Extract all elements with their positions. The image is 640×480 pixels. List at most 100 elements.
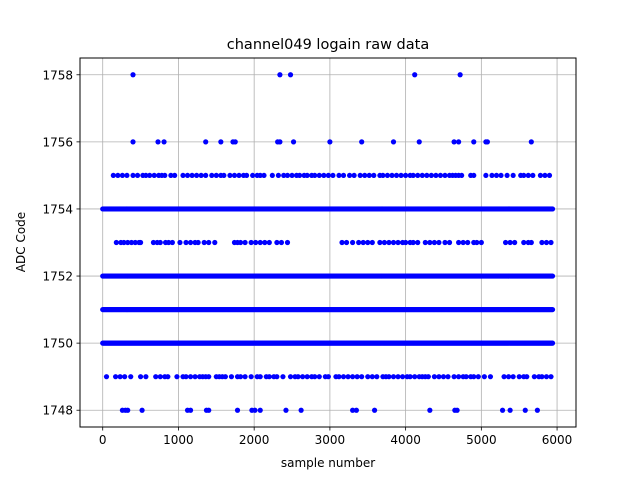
data-point xyxy=(125,407,131,413)
data-point xyxy=(150,239,157,246)
data-point xyxy=(162,172,168,179)
data-point xyxy=(531,374,537,380)
data-point xyxy=(549,273,556,279)
data-point xyxy=(549,306,556,313)
data-point xyxy=(113,239,119,246)
data-point xyxy=(521,239,527,246)
data-point xyxy=(377,239,383,246)
data-point xyxy=(139,407,145,413)
data-point xyxy=(365,239,371,246)
data-point xyxy=(209,172,215,179)
data-point xyxy=(340,172,347,179)
data-point xyxy=(463,374,469,380)
data-point xyxy=(117,374,123,380)
data-point xyxy=(474,239,480,246)
data-point xyxy=(530,172,536,179)
data-point xyxy=(134,172,141,179)
data-point xyxy=(218,139,224,145)
data-point xyxy=(228,374,235,380)
data-point xyxy=(125,239,131,246)
data-point xyxy=(431,374,437,380)
data-point xyxy=(130,139,136,145)
data-point xyxy=(177,239,183,246)
x-tick-label: 1000 xyxy=(163,433,194,447)
data-point xyxy=(169,239,175,246)
data-point xyxy=(456,139,462,145)
x-tick-label: 5000 xyxy=(466,433,497,447)
data-point xyxy=(275,172,281,179)
data-point xyxy=(206,239,212,246)
data-point xyxy=(524,374,530,380)
data-point xyxy=(252,407,258,413)
data-point xyxy=(278,239,285,246)
data-point xyxy=(528,239,534,246)
data-point xyxy=(257,172,263,179)
data-point xyxy=(130,72,136,78)
data-point xyxy=(194,172,200,179)
data-point xyxy=(502,239,509,246)
data-point xyxy=(416,139,422,145)
data-point xyxy=(143,172,149,179)
data-point xyxy=(427,407,433,413)
data-point xyxy=(250,172,256,179)
data-point xyxy=(203,139,209,145)
data-point xyxy=(284,239,291,246)
data-point xyxy=(549,206,556,212)
data-point xyxy=(206,374,212,380)
data-point xyxy=(365,374,371,380)
data-point xyxy=(274,374,280,380)
data-point xyxy=(166,239,172,246)
data-point xyxy=(172,172,178,179)
data-point xyxy=(507,407,513,413)
data-point xyxy=(489,172,495,179)
data-point xyxy=(353,407,359,413)
data-point xyxy=(274,239,280,246)
data-point xyxy=(221,172,227,179)
data-point xyxy=(137,239,144,246)
y-tick-label: 1754 xyxy=(42,202,73,216)
data-point xyxy=(161,139,167,145)
data-point xyxy=(189,172,195,179)
data-point xyxy=(143,374,149,380)
data-point xyxy=(343,239,350,246)
data-point xyxy=(471,139,477,145)
data-point xyxy=(222,374,228,380)
y-tick-label: 1752 xyxy=(42,270,73,284)
data-point xyxy=(266,239,272,246)
data-point xyxy=(460,239,466,246)
data-point xyxy=(336,172,342,179)
data-point xyxy=(431,239,437,246)
data-point xyxy=(507,239,513,246)
data-point xyxy=(483,172,489,179)
data-point xyxy=(128,374,134,380)
data-point xyxy=(412,72,418,78)
data-point xyxy=(231,172,238,179)
data-point xyxy=(121,239,127,246)
data-point xyxy=(298,407,304,413)
data-point xyxy=(362,172,368,179)
data-point xyxy=(381,239,388,246)
data-point xyxy=(393,172,400,179)
data-point xyxy=(504,172,510,179)
data-point xyxy=(471,374,477,380)
data-point xyxy=(412,374,418,380)
data-point xyxy=(184,172,191,179)
data-point xyxy=(103,374,110,380)
data-point xyxy=(534,407,540,413)
x-tick-label: 2000 xyxy=(239,433,270,447)
data-point xyxy=(428,172,434,179)
data-point xyxy=(516,374,522,380)
data-point xyxy=(198,172,204,179)
data-point xyxy=(316,374,322,380)
data-point xyxy=(262,239,268,246)
data-point xyxy=(457,72,463,78)
data-point xyxy=(454,407,460,413)
data-point xyxy=(512,239,518,246)
data-point xyxy=(115,172,121,179)
data-point xyxy=(440,374,447,380)
data-point xyxy=(130,172,136,179)
data-point xyxy=(304,374,310,380)
data-point xyxy=(122,374,128,380)
x-tick-label: 3000 xyxy=(315,433,346,447)
